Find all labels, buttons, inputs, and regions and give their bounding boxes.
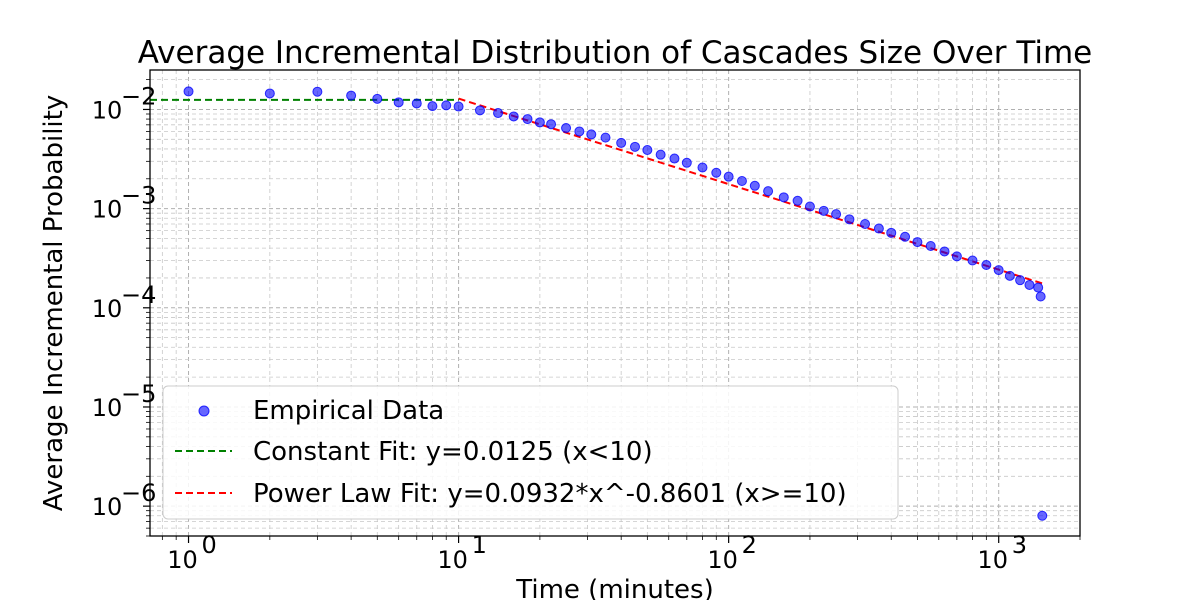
data-point	[925, 240, 936, 251]
data-point	[981, 260, 992, 271]
data-point	[681, 157, 692, 168]
data-point	[711, 167, 722, 178]
data-point	[967, 255, 978, 266]
y-axis-label: Average Incremental Probability	[39, 95, 69, 511]
plot-frame	[149, 69, 1081, 537]
data-point	[736, 175, 747, 186]
y-axis-ticks: 10−610−510−410−310−2	[92, 79, 156, 537]
data-point	[427, 101, 438, 112]
data-point	[629, 141, 640, 152]
x-tick-exponent: 1	[472, 531, 487, 559]
data-point	[183, 86, 194, 97]
x-tick-label: 10	[977, 546, 1008, 574]
data-point	[474, 105, 485, 116]
chart-title: Average Incremental Distribution of Casc…	[138, 35, 1092, 71]
fit-lines	[150, 97, 1043, 285]
data-point	[312, 86, 323, 97]
data-point	[993, 265, 1004, 276]
data-point	[561, 123, 572, 134]
legend-label-power-law-fit: Power Law Fit: y=0.0932*x^-0.8601 (x>=10…	[253, 479, 847, 509]
data-point	[792, 195, 803, 206]
data-point	[951, 251, 962, 262]
data-point	[804, 201, 815, 212]
x-tick-label: 10	[707, 546, 738, 574]
data-point	[1037, 510, 1048, 521]
y-tick-label: 10	[92, 295, 123, 323]
data-point	[393, 97, 404, 108]
x-tick-label: 10	[167, 546, 198, 574]
legend-label-empirical: Empirical Data	[253, 396, 444, 426]
data-point	[912, 237, 923, 248]
data-point	[441, 100, 452, 111]
data-point	[411, 98, 422, 109]
y-tick-label: 10	[92, 394, 123, 422]
x-tick-exponent: 0	[202, 531, 217, 559]
y-tick-exponent: −2	[121, 82, 156, 110]
y-tick-label: 10	[92, 196, 123, 224]
data-point	[574, 126, 585, 137]
data-point	[534, 117, 545, 128]
data-point	[900, 231, 911, 242]
data-point	[372, 93, 383, 104]
data-point	[886, 227, 897, 238]
data-point	[1035, 291, 1046, 302]
data-point	[1033, 282, 1044, 293]
y-tick-exponent: −5	[121, 380, 156, 408]
data-point	[586, 129, 597, 140]
data-point	[522, 114, 533, 125]
data-point	[1004, 270, 1015, 281]
data-point	[860, 218, 871, 229]
legend-label-constant-fit: Constant Fit: y=0.0125 (x<10)	[253, 437, 653, 467]
data-point	[723, 171, 734, 182]
data-point	[616, 137, 627, 148]
data-point	[1015, 275, 1026, 286]
data-point	[939, 246, 950, 257]
y-tick-label: 10	[92, 96, 123, 124]
data-point	[453, 101, 464, 112]
y-tick-exponent: −6	[121, 479, 156, 507]
y-tick-exponent: −4	[121, 281, 156, 309]
data-point	[669, 153, 680, 164]
y-tick-label: 10	[92, 493, 123, 521]
data-point	[749, 180, 760, 191]
data-point	[346, 90, 357, 101]
data-point	[642, 145, 653, 156]
data-point	[264, 88, 275, 99]
data-point	[546, 119, 557, 130]
y-tick-exponent: −3	[121, 182, 156, 210]
data-point	[818, 205, 829, 216]
data-point	[697, 162, 708, 173]
x-tick-label: 10	[437, 546, 468, 574]
data-point	[655, 149, 666, 160]
data-point	[831, 209, 842, 220]
x-tick-exponent: 3	[1012, 531, 1027, 559]
data-point	[873, 223, 884, 234]
legend-box	[162, 385, 899, 520]
data-point	[508, 111, 519, 122]
x-axis-label: Time (minutes)	[515, 575, 713, 600]
data-points	[183, 86, 1048, 521]
data-point	[844, 214, 855, 225]
data-point	[1024, 279, 1035, 290]
data-point	[778, 192, 789, 203]
legend: Empirical Data Constant Fit: y=0.0125 (x…	[162, 385, 899, 520]
legend-marker-empirical	[198, 405, 210, 417]
data-point	[600, 132, 611, 143]
data-point	[763, 186, 774, 197]
data-point	[493, 108, 504, 119]
x-tick-exponent: 2	[742, 531, 757, 559]
